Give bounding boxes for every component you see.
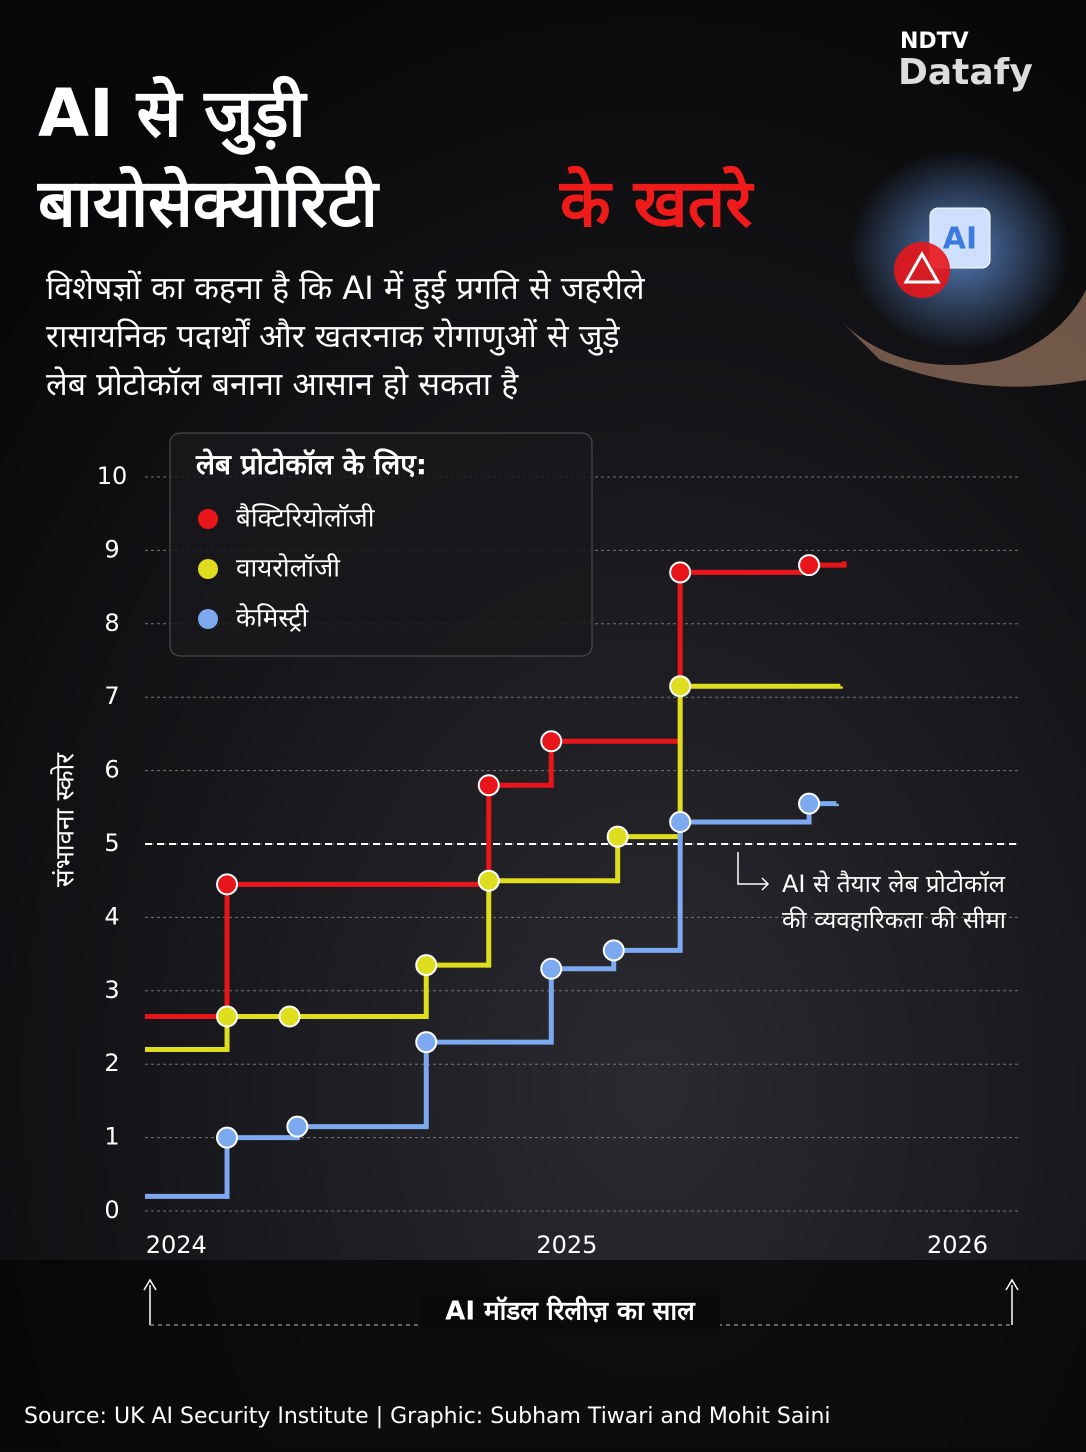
legend: लेब प्रोटोकॉल के लिए: बैक्टिरियोलॉजी वायरो… <box>169 432 593 657</box>
data-point <box>540 730 563 753</box>
brand-bottom: Datafy <box>898 52 1033 93</box>
y-tick-label: 9 <box>104 535 119 563</box>
subtitle-line: लेब प्रोटोकॉल बनाना आसान हो सकता है <box>46 365 519 403</box>
data-point <box>602 939 625 962</box>
annotation-arrow <box>737 852 770 891</box>
x-axis-label: AI मॉडल रिलीज़ का साल <box>445 1296 696 1327</box>
y-tick-label: 10 <box>97 462 128 490</box>
data-point <box>216 873 239 896</box>
x-axis-arrows <box>143 1278 1019 1325</box>
legend-swatch <box>198 559 218 579</box>
x-tick-label: 2025 <box>536 1231 597 1259</box>
data-point <box>798 792 821 815</box>
brand-top: NDTV <box>900 29 969 54</box>
data-point <box>216 1005 239 1028</box>
subtitle-line: विशेषज्ञों का कहना है कि AI में हुई प्रग… <box>46 269 646 310</box>
y-tick-label: 1 <box>104 1123 119 1151</box>
data-point <box>669 561 692 584</box>
warning-icon <box>903 250 941 284</box>
data-point <box>669 810 692 833</box>
legend-swatch <box>198 609 218 629</box>
crowd-shade <box>0 1260 1086 1448</box>
title-line: बायोसेक्योरिटी <box>36 165 381 242</box>
y-tick-label: 5 <box>104 829 119 857</box>
data-point <box>415 954 438 977</box>
subtitle-line: रासायनिक पदार्थों और खतरनाक रोगाणुओं से … <box>46 317 621 356</box>
y-tick-label: 3 <box>104 976 119 1004</box>
source: Source: UK AI Security Institute | Graph… <box>24 1404 831 1429</box>
y-tick-label: 4 <box>104 902 119 930</box>
data-point <box>286 1115 309 1138</box>
legend-title: लेब प्रोटोकॉल के लिए: <box>195 448 427 481</box>
data-point <box>477 774 500 797</box>
chip-label: AI <box>943 222 977 257</box>
data-point <box>798 554 821 577</box>
y-tick-label: 2 <box>104 1049 119 1077</box>
data-point <box>278 1005 301 1028</box>
data-point <box>606 825 629 848</box>
data-point <box>540 957 563 980</box>
x-label-bg <box>420 1295 720 1329</box>
y-tick-label: 8 <box>104 609 119 637</box>
data-point <box>477 869 500 892</box>
warning-badge <box>894 242 950 298</box>
annotation-text: की व्यवहारिकता की सीमा <box>782 906 1007 934</box>
legend-label: बैक्टिरियोलॉजी <box>236 503 376 534</box>
legend-label: केमिस्ट्री <box>236 603 309 634</box>
data-point <box>415 1031 438 1054</box>
chip <box>929 207 991 269</box>
legend-box <box>169 432 593 657</box>
y-axis-label: संभावना स्कोर <box>50 752 81 887</box>
y-tick-label: 6 <box>104 756 119 784</box>
y-tick-label: 7 <box>104 682 119 710</box>
data-point <box>669 675 692 698</box>
title-highlight: के खतरे <box>558 165 755 242</box>
hand <box>840 290 1086 387</box>
annotation-text: AI से तैयार लेब प्रोटोकॉल <box>782 870 1006 898</box>
data-point <box>216 1126 239 1149</box>
legend-swatch <box>198 509 218 529</box>
plot: 0 1 2 3 4 5 6 7 8 9 10 2024 2025 2026 AI से तैयार लेब … <box>97 462 1020 1259</box>
x-tick-label: 2024 <box>146 1231 207 1259</box>
legend-label: वायरोलॉजी <box>236 553 341 584</box>
x-tick-label: 2026 <box>927 1231 988 1259</box>
illustration: AI <box>840 150 1086 387</box>
y-tick-label: 0 <box>104 1196 119 1224</box>
title-line: AI से जुड़ी <box>38 75 308 155</box>
